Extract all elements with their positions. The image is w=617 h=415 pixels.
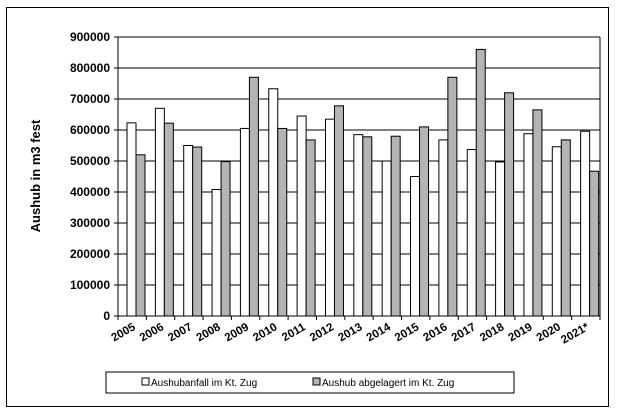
x-tick-label: 2009 xyxy=(223,321,251,344)
bar-aushub-abgelagert-2018 xyxy=(504,92,515,317)
x-tick-label: 2005 xyxy=(110,321,139,344)
y-axis-label: Aushub in m3 fest xyxy=(28,119,43,232)
legend-box xyxy=(105,371,515,394)
x-tick-label: 2016 xyxy=(421,321,449,344)
bar-aushub-abgelagert-2007 xyxy=(192,146,203,317)
legend-label-aushubanfall: Aushubanfall im Kt. Zug xyxy=(151,378,257,389)
legend-label-aushub-abgelagert: Aushub abgelagert im Kt. Zug xyxy=(322,378,454,389)
bar-aushubanfall-2021 xyxy=(580,130,591,317)
y-tick-label: 900000 xyxy=(70,30,110,44)
x-tick-label: 2021* xyxy=(559,321,591,347)
bar-aushub-abgelagert-2012 xyxy=(333,105,344,317)
y-tick-label: 600000 xyxy=(70,123,110,137)
x-tick-label: 2007 xyxy=(166,321,194,344)
x-tick-label: 2017 xyxy=(450,321,478,344)
bar-aushubanfall-2019 xyxy=(523,133,534,317)
bar-aushubanfall-2010 xyxy=(268,88,279,317)
bar-aushubanfall-2007 xyxy=(183,145,194,317)
bar-aushubanfall-2014 xyxy=(381,160,392,317)
y-tick-label: 200000 xyxy=(70,247,110,261)
x-tick-label: 2020 xyxy=(535,321,563,344)
bar-aushubanfall-2012 xyxy=(324,118,335,317)
bar-aushubanfall-2013 xyxy=(353,134,364,317)
bar-aushubanfall-2006 xyxy=(154,107,165,317)
bar-aushubanfall-2017 xyxy=(466,149,477,317)
y-tick-label: 700000 xyxy=(70,92,110,106)
x-tick-label: 2014 xyxy=(365,321,394,344)
axes xyxy=(117,37,601,320)
y-tick-label: 0 xyxy=(103,309,110,323)
bar-aushub-abgelagert-2005 xyxy=(135,154,146,317)
bar-aushub-abgelagert-2011 xyxy=(305,139,316,317)
legend: Aushubanfall im Kt. Zug Aushub abgelager… xyxy=(105,371,515,394)
x-tick-label: 2006 xyxy=(138,321,166,344)
x-tick-label: 2013 xyxy=(336,321,364,344)
y-tick-label: 300000 xyxy=(70,216,110,230)
y-tick-labels: 0 100000 200000 300000 400000 500000 600000 700… xyxy=(70,30,110,323)
bar-aushub-abgelagert-2016 xyxy=(447,76,458,317)
bars xyxy=(126,48,600,317)
bar-aushubanfall-2016 xyxy=(438,139,449,317)
y-tick-label: 100000 xyxy=(70,278,110,292)
bar-aushubanfall-2005 xyxy=(126,122,137,317)
legend-swatch-aushubanfall xyxy=(141,377,150,386)
bar-aushub-abgelagert-2014 xyxy=(390,135,401,317)
x-tick-label: 2011 xyxy=(280,321,308,344)
x-tick-label: 2015 xyxy=(393,321,422,344)
y-tick-label: 800000 xyxy=(70,61,110,75)
bar-aushubanfall-2015 xyxy=(410,176,421,317)
bar-aushubanfall-2020 xyxy=(551,146,562,317)
bar-aushubanfall-2009 xyxy=(239,127,250,317)
bar-aushub-abgelagert-2015 xyxy=(419,126,430,317)
bar-aushub-abgelagert-2008 xyxy=(220,161,231,317)
bar-aushub-abgelagert-2009 xyxy=(248,76,259,317)
x-tick-label: 2010 xyxy=(251,321,279,344)
y-tick-label: 400000 xyxy=(70,185,110,199)
bar-aushubanfall-2011 xyxy=(296,115,307,317)
x-tick-label: 2008 xyxy=(195,321,224,344)
x-tick-labels: 2005 2006 2007 2008 2009 2010 2011 2012 2013 2014… xyxy=(110,321,592,347)
bar-aushub-abgelagert-2017 xyxy=(475,48,486,317)
bar-aushub-abgelagert-2006 xyxy=(163,122,174,317)
x-tick-label: 2012 xyxy=(308,321,336,344)
y-tick-label: 500000 xyxy=(70,154,110,168)
bar-aushub-abgelagert-2013 xyxy=(362,136,373,317)
bar-aushub-abgelagert-2010 xyxy=(277,127,288,317)
bar-aushubanfall-2008 xyxy=(211,189,222,317)
legend-swatch-aushub-abgelagert xyxy=(312,377,321,386)
bar-aushub-abgelagert-2019 xyxy=(532,109,543,317)
x-tick-label: 2018 xyxy=(478,321,507,344)
x-tick-label: 2019 xyxy=(506,321,534,344)
bar-aushub-abgelagert-2020 xyxy=(560,139,571,317)
bar-aushubanfall-2018 xyxy=(495,161,506,317)
bar-aushub-abgelagert-2021 xyxy=(589,170,600,317)
